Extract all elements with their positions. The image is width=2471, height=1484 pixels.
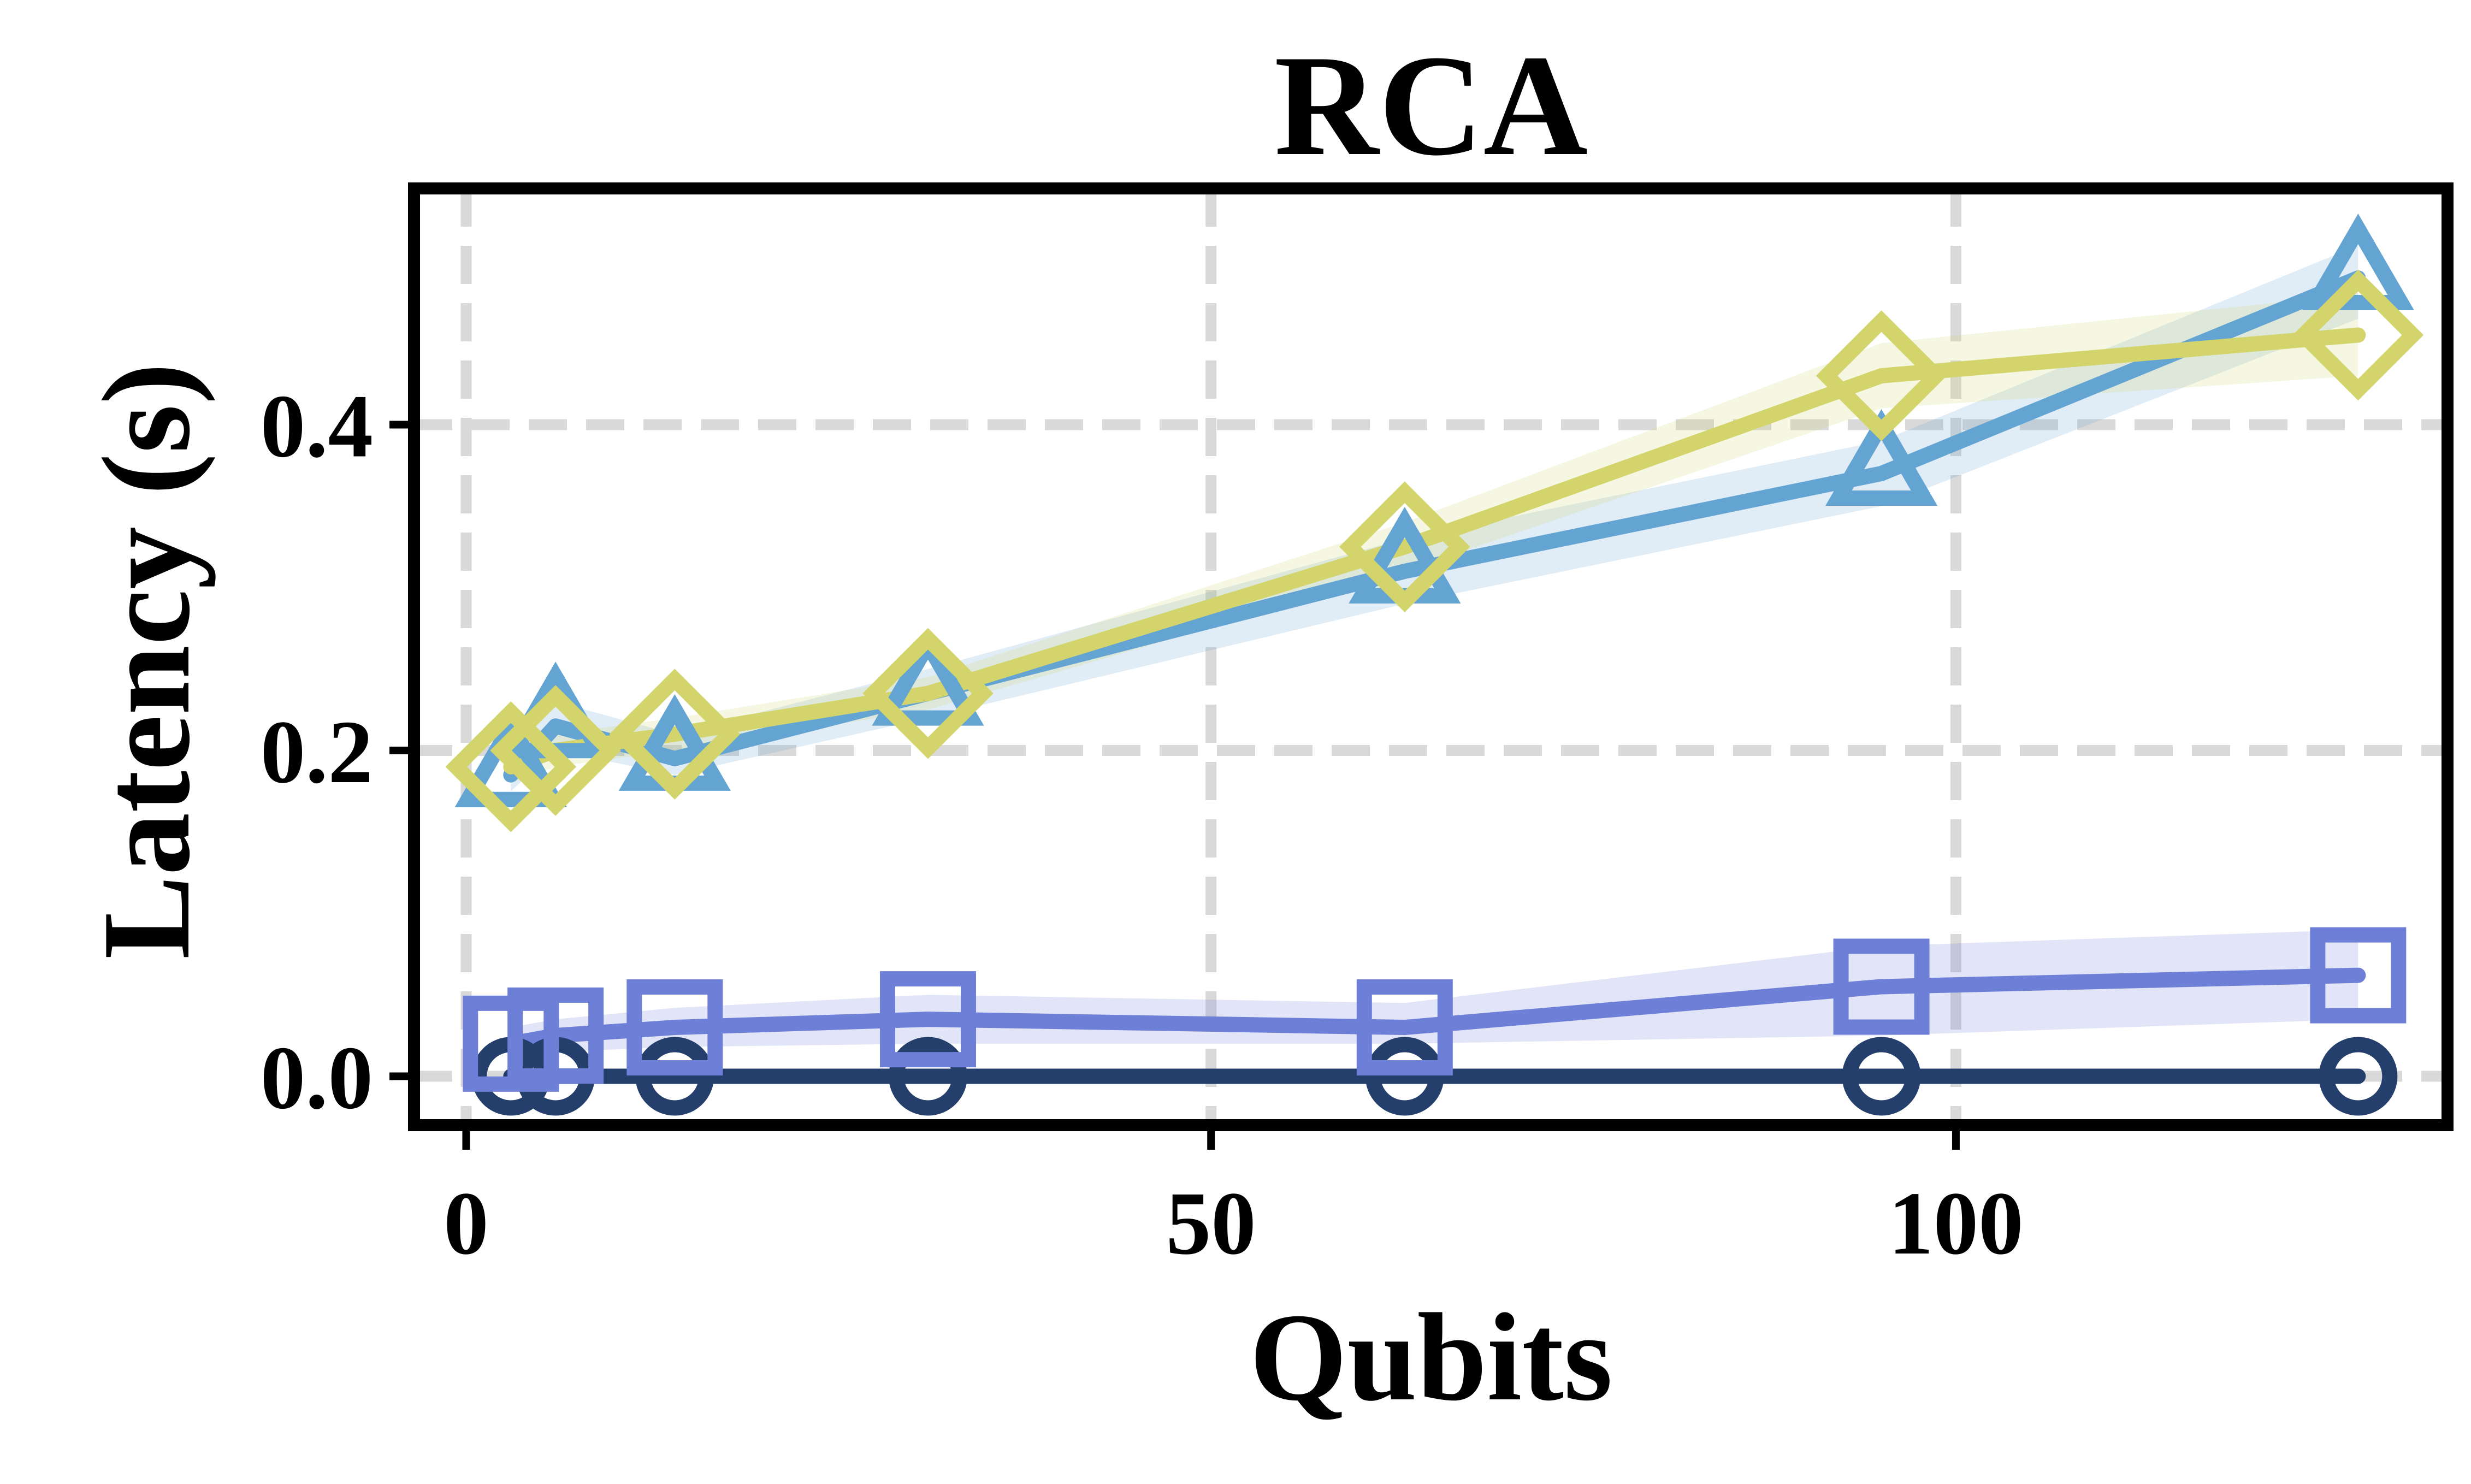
x-tick-label: 100 <box>1888 1173 2024 1273</box>
blue-triangle-marker <box>1825 409 1938 506</box>
navy-circle-marker <box>635 1037 714 1116</box>
yellow-diamond-marker <box>609 669 741 800</box>
navy-circle-marker <box>2319 1037 2398 1116</box>
x-axis-ticks: 0 50 100 <box>444 1125 2024 1273</box>
purple-square-band <box>511 930 2358 1060</box>
plot-frame <box>408 182 2454 1131</box>
navy-circle-marker <box>888 1037 967 1116</box>
navy-circle-marker <box>1365 1037 1444 1116</box>
purple-square-marker <box>1833 938 1930 1035</box>
y-tick-label: 0.4 <box>261 376 373 476</box>
series-markers <box>445 214 2424 1116</box>
confidence-bands <box>511 245 2358 1060</box>
purple-square-marker <box>507 987 604 1084</box>
x-axis-label: Qubits <box>1250 1287 1613 1427</box>
y-axis-label: Latency (s) <box>76 363 216 959</box>
blue-triangle-marker <box>2302 214 2414 311</box>
x-tick-label: 0 <box>444 1173 489 1273</box>
yellow-diamond-marker <box>2292 269 2424 401</box>
yellow-diamond-marker <box>1816 310 1947 441</box>
purple-square-marker <box>2310 927 2407 1024</box>
blue-triangle-marker <box>454 710 567 807</box>
y-tick-label: 0.0 <box>261 1028 373 1128</box>
yellow-diamond-marker <box>445 701 577 832</box>
y-axis-ticks: 0.0 0.2 0.4 <box>261 376 414 1128</box>
y-tick-label: 0.2 <box>261 702 373 802</box>
x-tick-label: 50 <box>1166 1173 1256 1273</box>
yellow-diamond-marker <box>1339 481 1470 612</box>
purple-square-marker <box>1356 979 1453 1076</box>
navy-circle-marker <box>1842 1037 1921 1116</box>
yellow-diamond-marker <box>490 685 621 816</box>
purple-square-marker <box>626 979 723 1076</box>
yellow-diamond-marker <box>862 628 994 759</box>
purple-square-marker <box>879 971 976 1068</box>
chart-title: RCA <box>1274 26 1588 186</box>
blue-triangle-marker <box>872 629 984 726</box>
